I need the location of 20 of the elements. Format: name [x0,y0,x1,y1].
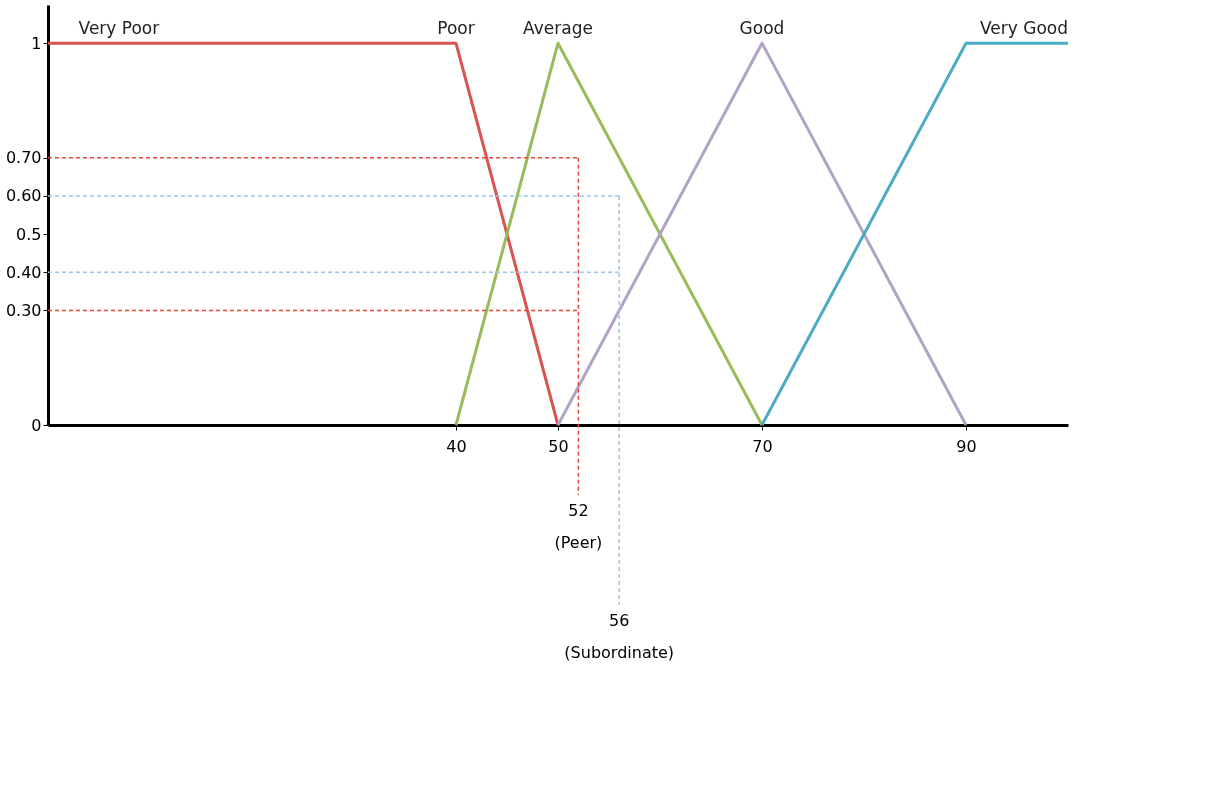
y-tick-label: 0.40 [5,262,42,282]
series-label: Very Good [980,18,1068,39]
x-tick-label: 70 [752,436,773,456]
text: (Subordinate) [564,643,675,662]
text: (Peer) [554,533,603,552]
x-tick-label: 50 [548,436,569,456]
y-tick-label: 0.70 [5,148,42,168]
y-tick-label: 1 [31,33,42,53]
series-label: Average [523,18,593,39]
y-tick-label: 0.5 [16,224,42,244]
y-tick-label: 0 [31,415,42,435]
annotation: Very Poor [78,18,160,39]
x-tick-label: 90 [956,436,977,456]
ref-line-label: 52 [568,501,589,520]
series-label: Good [739,18,785,39]
y-tick-label: 0.30 [5,300,42,320]
x-tick-label: 40 [446,436,467,456]
series-label: Poor [437,18,475,39]
ref-line-label: 56 [609,611,630,630]
y-tick-label: 0.60 [5,186,42,206]
